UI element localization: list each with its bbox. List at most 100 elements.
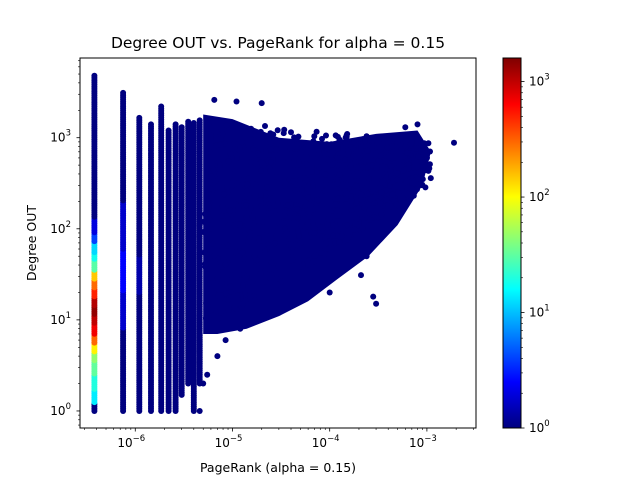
scatter-point [278,138,285,145]
scatter-point [337,221,343,227]
scatter-point [225,307,232,314]
scatter-point [287,145,294,152]
scatter-point [203,291,210,298]
scatter-point [364,147,371,154]
scatter-point [394,176,401,183]
scatter-point [334,140,341,147]
scatter-point [217,263,224,270]
scatter-point [366,222,373,229]
scatter-point [242,297,249,304]
scatter-point [240,282,246,289]
scatter-point [377,152,384,159]
scatter-point [345,170,352,177]
scatter-point [420,140,427,147]
scatter-point [315,148,322,154]
scatter-point [404,171,411,178]
scatter-point [273,233,280,240]
scatter-point [215,156,222,162]
scatter-point [257,270,264,277]
x-tick-label: 10−4 [312,434,340,450]
scatter-point [412,145,419,152]
scatter-point [361,187,368,193]
scatter-point [339,196,346,203]
scatter-point [274,127,281,134]
scatter-point [252,181,259,188]
scatter-point [389,147,396,154]
scatter-point [294,141,301,148]
scatter-point [296,177,303,184]
scatter-point [239,138,246,145]
scatter-point [262,123,268,129]
scatter-point [313,128,320,135]
scatter-point [414,121,421,128]
scatter-point [353,206,360,213]
scatter-point [359,164,366,171]
scatter-point [243,202,249,209]
scatter-point [252,161,259,167]
scatter-point [370,293,377,300]
scatter-point [148,121,154,128]
scatter-point [136,114,143,121]
scatter-point [239,177,246,184]
scatter-point [282,182,289,189]
scatter-point [308,174,315,181]
scatter-point [275,199,281,206]
scatter-point [335,162,342,169]
scatter-point [345,149,352,156]
scatter-point [206,216,213,223]
scatter-point [318,202,325,209]
scatter-point [216,315,223,322]
scatter-point [316,164,323,171]
scatter-point [389,143,396,150]
colorbar-tick-label: 100 [529,419,550,435]
scatter-point [207,185,214,192]
scatter-point [233,226,240,233]
scatter-point [204,371,211,378]
scatter-point [258,159,265,166]
scatter-point [268,159,274,166]
scatter-point [364,164,371,171]
scatter-point [248,204,254,211]
scatter-point [210,312,217,319]
scatter-point [373,165,380,172]
scatter-point [293,220,300,227]
scatter-point [362,138,368,145]
scatter-point [250,222,257,228]
scatter-point [378,189,385,196]
scatter-point [280,130,287,137]
scatter-point [232,249,239,256]
scatter-point [361,204,368,211]
scatter-point [311,133,318,140]
scatter-point [292,241,299,248]
x-axis: 10−6 10−5 10−4 10−3 [84,428,474,450]
scatter-point [299,165,306,172]
scatter-point [369,143,376,150]
scatter-point [365,175,372,182]
scatter-point [217,141,224,148]
scatter-point [225,242,232,249]
scatter-point [353,182,360,189]
scatter-point [347,163,354,170]
scatter-point [417,168,424,175]
scatter-point [241,255,248,262]
scatter-point [290,167,297,174]
scatter-point [228,165,235,172]
scatter-point [263,148,269,155]
scatter-point [427,175,434,182]
x-tick-label: 10−3 [409,434,437,450]
scatter-point [393,201,400,208]
scatter-point [305,262,312,268]
scatter-point [383,174,390,181]
scatter-point [347,156,354,163]
scatter-point [292,187,299,194]
scatter-point [404,191,411,197]
scatter-point [402,124,409,131]
scatter-point [247,130,254,137]
scatter-point [358,272,364,279]
scatter-point [208,225,215,232]
scatter-point [383,196,390,203]
scatter-point [246,321,253,327]
scatter-point [355,155,362,161]
scatter-point [262,204,269,211]
